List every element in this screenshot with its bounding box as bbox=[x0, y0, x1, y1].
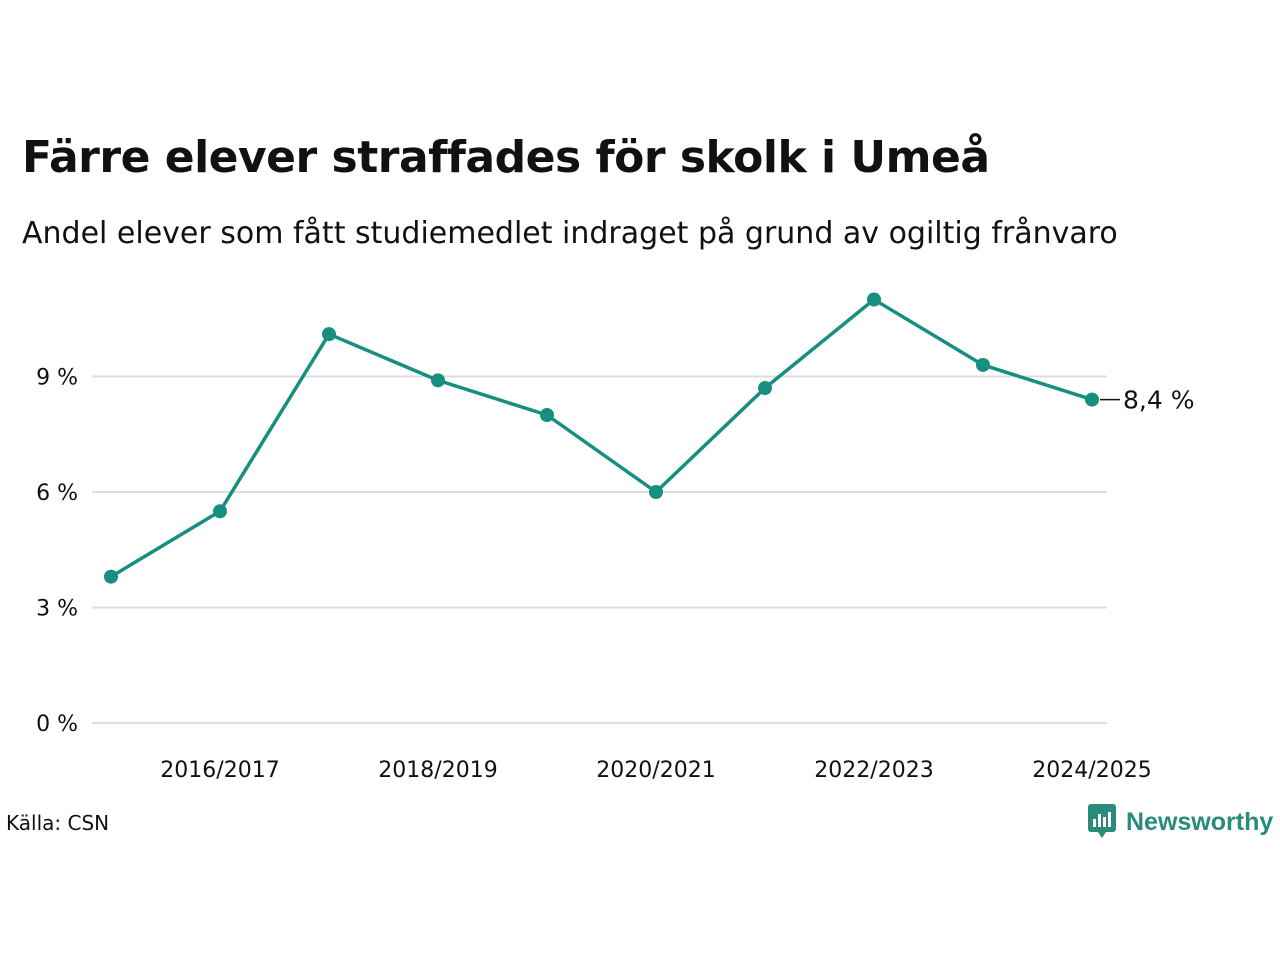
x-tick-label: 2020/2021 bbox=[596, 758, 715, 783]
y-tick-label: 0 % bbox=[36, 712, 78, 737]
series-group bbox=[104, 292, 1099, 584]
x-tick-label: 2016/2017 bbox=[160, 758, 279, 783]
newsworthy-logo-icon bbox=[1088, 804, 1116, 838]
x-axis-tick-labels: 2016/2017 2018/2019 2020/2021 2022/2023 2024… bbox=[160, 758, 1151, 783]
data-point bbox=[540, 408, 554, 422]
data-point bbox=[976, 357, 990, 372]
end-label-group: 8,4 % bbox=[1100, 386, 1194, 415]
data-point bbox=[649, 485, 663, 499]
data-point bbox=[104, 569, 118, 584]
brand-name: Newsworthy bbox=[1126, 807, 1274, 836]
data-point bbox=[431, 373, 445, 388]
source-note: Källa: CSN bbox=[6, 811, 110, 835]
y-tick-label: 9 % bbox=[36, 366, 78, 391]
data-point bbox=[213, 504, 227, 519]
x-tick-label: 2024/2025 bbox=[1032, 758, 1151, 783]
data-point bbox=[758, 381, 772, 396]
y-tick-label: 3 % bbox=[36, 597, 78, 622]
data-point bbox=[867, 292, 881, 307]
data-point bbox=[1085, 392, 1099, 407]
y-tick-label: 6 % bbox=[36, 481, 78, 506]
end-value-label: 8,4 % bbox=[1123, 386, 1194, 415]
x-tick-label: 2018/2019 bbox=[378, 758, 497, 783]
x-tick-label: 2022/2023 bbox=[814, 758, 933, 783]
chart-subtitle: Andel elever som fått studiemedlet indra… bbox=[22, 216, 1118, 251]
chart-title: Färre elever straffades för skolk i Umeå bbox=[22, 132, 990, 183]
series-line bbox=[109, 297, 1094, 579]
brand-logo: Newsworthy bbox=[1088, 804, 1273, 840]
y-axis-tick-labels: 0 % 3 % 6 % 9 % bbox=[36, 366, 78, 738]
gridlines bbox=[92, 375, 1107, 724]
data-point bbox=[322, 327, 336, 342]
